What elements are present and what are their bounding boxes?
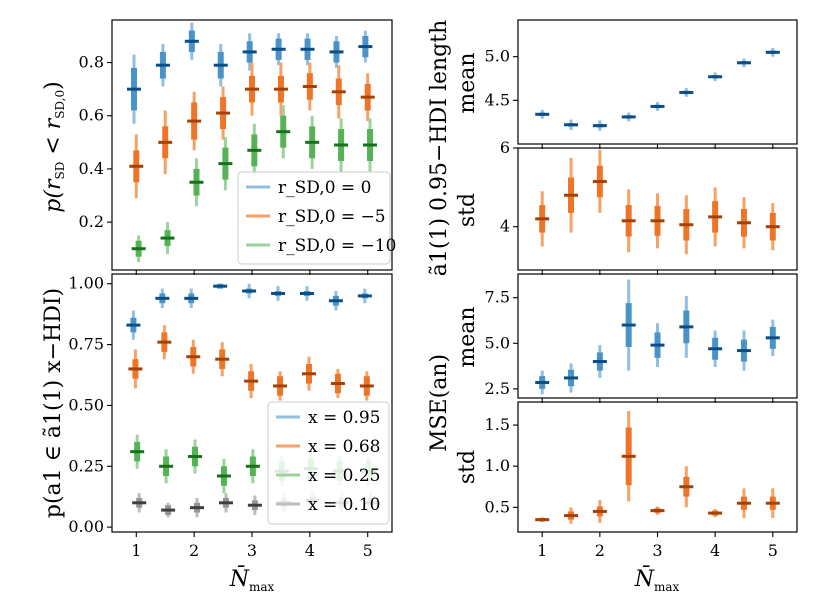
xtick-label: 5 [768, 541, 778, 560]
ytick-label: 1.00 [68, 274, 104, 293]
panel-B1-frame [517, 19, 798, 145]
ytick-label: 1.0 [485, 456, 510, 475]
ytick-label: 0.75 [68, 335, 104, 354]
panel-B2-ylabel: std [455, 193, 480, 227]
ytick-label: 4 [500, 217, 510, 236]
xtick-label: 5 [363, 541, 373, 560]
panel-D1-ylabel: mean [455, 306, 480, 367]
legend-C: x = 0.95 x = 0.68 x = 0.25 x = 0.10 [267, 401, 390, 525]
xtick-label: 3 [652, 541, 662, 560]
xtick-label: 4 [710, 541, 720, 560]
ytick-label: 2.5 [485, 379, 510, 398]
panel-D-group-ylabel: MSE(an) [427, 354, 452, 452]
legend-A-label: r_SD,0 = −5 [278, 207, 386, 227]
ytick-label: 7.5 [485, 288, 510, 307]
legend-A-label: r_SD,0 = −10 [278, 236, 396, 256]
legend-C-label: x = 0.25 [308, 466, 381, 486]
panel-B1-ylabel: mean [455, 52, 480, 113]
ytick-label: 0.25 [68, 456, 104, 475]
panel-D2-ylabel: std [455, 450, 480, 484]
ytick-label: 6 [500, 138, 510, 157]
ytick-label: 0.00 [68, 517, 104, 536]
xtick-label: 1 [131, 541, 141, 560]
xtick-label: 2 [189, 541, 199, 560]
panel-B-group-ylabel: ã1(1) 0.95−HDI length [427, 20, 452, 277]
xtick-label: 4 [305, 541, 315, 560]
ytick-label: 5.0 [485, 47, 510, 66]
ytick-label: 1.5 [485, 415, 510, 434]
ytick-label: 0.5 [485, 497, 510, 516]
ytick-label: 0.8 [79, 53, 104, 72]
legend-A: r_SD,0 = 0 r_SD,0 = −5 r_SD,0 = −10 [237, 171, 396, 265]
panel-C-xlabel: N̄max [229, 565, 275, 594]
ytick-label: 0.6 [79, 106, 104, 125]
ytick-label: 0.4 [79, 159, 104, 178]
ytick-label: 0.50 [68, 395, 104, 414]
panel-A-ylabel: p(rSD < rSD,0) [41, 81, 67, 212]
xtick-label: 1 [537, 541, 547, 560]
legend-C-label: x = 0.68 [308, 437, 381, 457]
xtick-label: 3 [247, 541, 257, 560]
panel-D2-xlabel: N̄max [634, 565, 680, 594]
legend-C-label: x = 0.95 [308, 408, 381, 428]
ytick-label: 0.2 [79, 212, 104, 231]
legend-C-label: x = 0.10 [308, 495, 381, 515]
ytick-label: 4.5 [485, 90, 510, 109]
panel-C-ylabel: p(a1 ∈ ã1(1) x−HDI) [41, 288, 66, 518]
legend-A-label: r_SD,0 = 0 [278, 178, 371, 198]
ytick-label: 5.0 [485, 333, 510, 352]
xtick-label: 2 [595, 541, 605, 560]
